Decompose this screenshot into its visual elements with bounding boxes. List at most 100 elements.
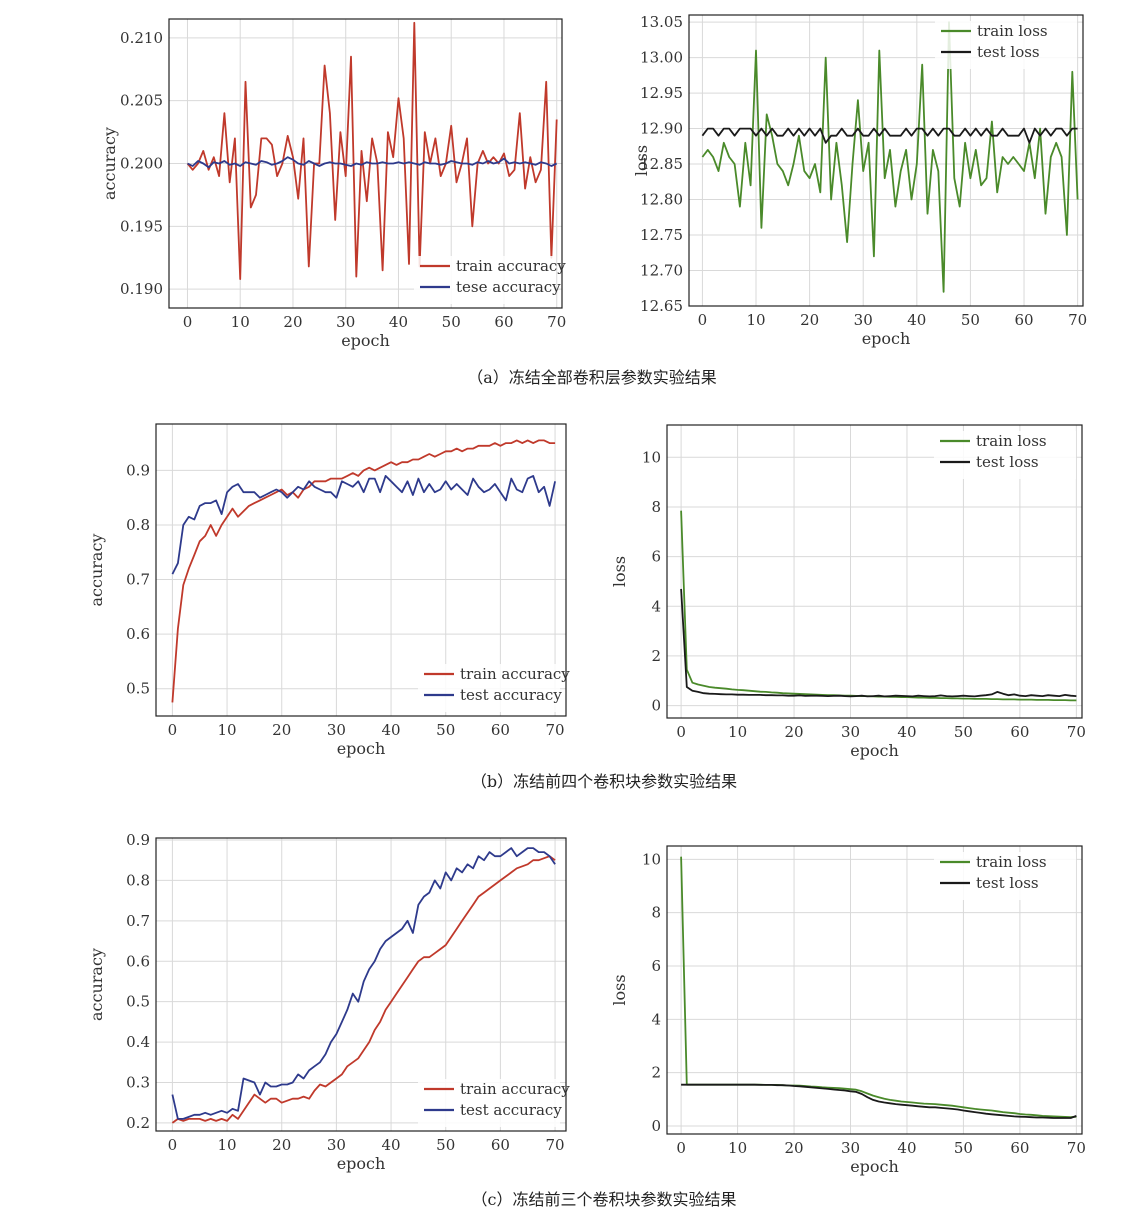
- y-tick-label: 0.8: [126, 871, 150, 889]
- legend-label: train loss: [976, 432, 1047, 450]
- y-tick-label: 10: [642, 850, 661, 868]
- plot-frame: [666, 424, 1083, 719]
- y-tick-label: 0.190: [120, 280, 163, 298]
- x-tick-label: 70: [547, 313, 566, 331]
- x-tick-label: 0: [183, 313, 193, 331]
- legend-box: [935, 21, 1077, 69]
- y-tick-label: 0.210: [120, 29, 163, 47]
- series-line-2: [680, 588, 1077, 698]
- x-tick-label: 10: [218, 721, 237, 739]
- x-tick-label: 70: [1068, 311, 1087, 329]
- caption-c: （c）冻结前三个卷积块参数实验结果: [472, 1190, 737, 1209]
- x-tick-label: 50: [954, 723, 973, 741]
- plot-frame: [155, 423, 567, 717]
- x-tick-label: 50: [436, 721, 455, 739]
- x-axis-label: epoch: [850, 741, 899, 760]
- x-tick-label: 40: [907, 311, 926, 329]
- y-tick-label: 2: [651, 1064, 661, 1082]
- x-tick-label: 10: [728, 1139, 747, 1157]
- y-tick-label: 12.75: [640, 226, 683, 244]
- series-line-1: [680, 510, 1077, 702]
- x-axis-label: epoch: [850, 1157, 899, 1176]
- legend-box: [418, 664, 560, 712]
- x-tick-label: 40: [382, 1136, 401, 1154]
- y-tick-label: 4: [651, 1010, 661, 1028]
- legend-box: [414, 256, 556, 304]
- x-tick-label: 40: [897, 1139, 916, 1157]
- y-tick-label: 12.95: [640, 84, 683, 102]
- series-line-2: [171, 474, 556, 575]
- y-tick-label: 6: [651, 548, 661, 566]
- legend-label: train accuracy: [460, 1080, 570, 1098]
- legend-label: test loss: [976, 453, 1039, 471]
- x-tick-label: 20: [784, 1139, 803, 1157]
- y-axis-label: loss: [610, 974, 629, 1005]
- legend-box: [418, 1079, 560, 1127]
- x-tick-label: 60: [1014, 311, 1033, 329]
- legend-label: test accuracy: [460, 686, 562, 704]
- x-tick-label: 20: [272, 1136, 291, 1154]
- x-tick-label: 10: [728, 723, 747, 741]
- y-tick-label: 8: [651, 904, 661, 922]
- x-tick-label: 10: [218, 1136, 237, 1154]
- series-line-1: [701, 21, 1079, 293]
- x-tick-label: 0: [168, 1136, 178, 1154]
- x-tick-label: 50: [961, 311, 980, 329]
- chart-c-loss: 0 10 20 30 40 50 60 70 0 2 4 6 8 10 epoch loss train los…: [610, 845, 1086, 1176]
- x-tick-label: 0: [676, 723, 686, 741]
- chart-a-accuracy: 0 10 20 30 40 50 60 70 0.190 0.195 0.200 0.205 0.210…: [100, 18, 566, 350]
- x-tick-label: 60: [494, 313, 513, 331]
- y-tick-label: 13.00: [640, 49, 683, 67]
- x-tick-label: 10: [231, 313, 250, 331]
- series-line-2: [701, 127, 1078, 144]
- chart-b-loss: 0 10 20 30 40 50 60 70 0 2 4 6 8 10 epoch loss train los…: [610, 424, 1086, 760]
- chart-a-loss: 0 10 20 30 40 50 60 70 12.65 12.70 12.75 12.80 12.85…: [632, 13, 1087, 348]
- y-axis-label: loss: [610, 556, 629, 587]
- y-tick-label: 12.85: [640, 155, 683, 173]
- plot-frame: [155, 837, 567, 1132]
- y-tick-label: 0.5: [126, 680, 150, 698]
- series-line-1: [171, 855, 556, 1124]
- legend-label: train loss: [976, 853, 1047, 871]
- x-tick-label: 40: [897, 723, 916, 741]
- x-tick-label: 70: [1067, 1139, 1086, 1157]
- plot-frame: [688, 14, 1084, 307]
- x-tick-label: 30: [841, 723, 860, 741]
- x-axis-label: epoch: [341, 331, 390, 350]
- x-tick-label: 60: [491, 721, 510, 739]
- y-tick-label: 0.4: [126, 1033, 150, 1051]
- legend-label: test loss: [977, 43, 1040, 61]
- y-tick-label: 0.200: [120, 155, 163, 173]
- legend-box: [934, 852, 1076, 900]
- x-tick-label: 0: [698, 311, 708, 329]
- y-tick-label: 0.5: [126, 993, 150, 1011]
- x-tick-label: 50: [954, 1139, 973, 1157]
- legend-label: test accuracy: [460, 1101, 562, 1119]
- y-tick-label: 0: [651, 1117, 661, 1135]
- y-tick-label: 12.90: [640, 120, 683, 138]
- y-tick-label: 12.80: [640, 191, 683, 209]
- x-axis-label: epoch: [862, 329, 911, 348]
- y-tick-label: 13.05: [640, 13, 683, 31]
- x-tick-label: 60: [1010, 1139, 1029, 1157]
- plot-frame: [666, 845, 1083, 1135]
- y-tick-label: 0.6: [126, 952, 150, 970]
- x-tick-label: 30: [336, 313, 355, 331]
- series-line-2: [171, 847, 556, 1120]
- x-tick-label: 60: [491, 1136, 510, 1154]
- caption-a: （a）冻结全部卷积层参数实验结果: [467, 368, 717, 387]
- y-axis-label: accuracy: [87, 948, 106, 1021]
- legend-label: train accuracy: [456, 257, 566, 275]
- legend-label: test loss: [976, 874, 1039, 892]
- chart-b-accuracy: 0 10 20 30 40 50 60 70 0.5 0.6 0.7 0.8 0.9 epoch accur…: [87, 423, 570, 758]
- y-tick-label: 0.8: [126, 516, 150, 534]
- x-tick-label: 0: [676, 1139, 686, 1157]
- y-tick-label: 10: [642, 448, 661, 466]
- x-axis-label: epoch: [337, 739, 386, 758]
- x-tick-label: 30: [841, 1139, 860, 1157]
- x-tick-label: 30: [854, 311, 873, 329]
- series-line-1: [171, 439, 556, 703]
- x-tick-label: 20: [784, 723, 803, 741]
- y-tick-label: 2: [651, 647, 661, 665]
